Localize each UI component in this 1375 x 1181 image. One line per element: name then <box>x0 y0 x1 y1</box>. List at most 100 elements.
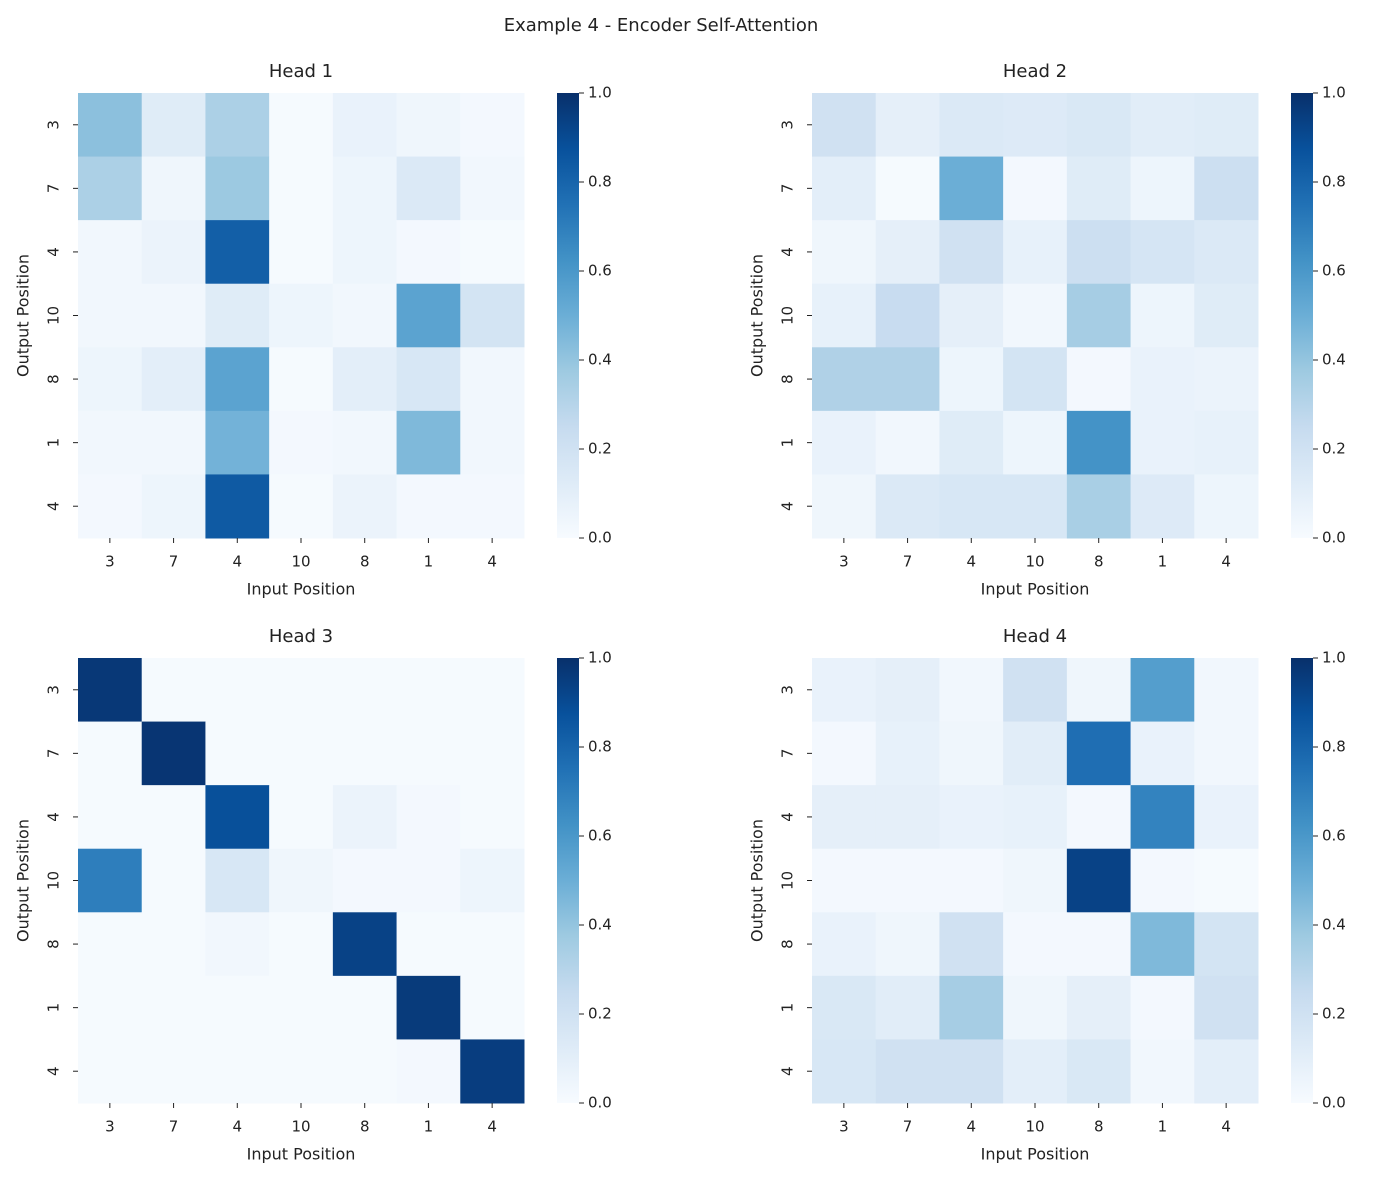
colorbar-tick-label: 0.0 <box>588 1094 612 1112</box>
y-axis-label: Output Position <box>14 819 33 942</box>
colorbar <box>557 93 579 538</box>
heatmap-cell <box>1066 975 1132 1040</box>
subplot-title: Head 2 <box>1003 61 1067 82</box>
heatmap-cell <box>460 93 525 158</box>
heatmap-cell <box>1066 848 1132 913</box>
heatmap-cell <box>332 785 398 850</box>
heatmap-cell <box>141 410 206 475</box>
y-tick-label: 1 <box>45 1003 63 1013</box>
y-tick-label: 8 <box>45 939 63 949</box>
heatmap-cell <box>1194 156 1259 221</box>
x-tick-label: 4 <box>1221 1118 1231 1136</box>
heatmap-cell <box>141 721 206 786</box>
heatmap-cell <box>1130 410 1195 475</box>
x-tick-label: 8 <box>360 553 370 571</box>
heatmap-cell <box>332 1039 398 1104</box>
heatmap-cell <box>875 156 940 221</box>
subplot-title: Head 1 <box>269 61 333 82</box>
heatmap-cell <box>78 283 143 348</box>
subplot-title: Head 3 <box>269 626 333 647</box>
heatmap-cell <box>1194 93 1259 158</box>
y-axis-label: Output Position <box>748 819 767 942</box>
x-tick-label: 3 <box>839 553 849 571</box>
heatmap-cell <box>78 848 143 913</box>
heatmap-cell <box>1066 474 1132 539</box>
x-tick-label: 4 <box>233 553 243 571</box>
heatmap-cell <box>812 785 877 850</box>
heatmap-cell <box>1003 785 1068 850</box>
heatmap-cell <box>875 1039 940 1104</box>
heatmap-cell <box>812 1039 877 1104</box>
heatmap-cell <box>269 347 334 412</box>
heatmap-cell <box>1194 721 1259 786</box>
heatmap-cell <box>396 410 461 475</box>
heatmap-cell <box>1003 156 1068 221</box>
y-tick-label: 7 <box>45 184 63 194</box>
y-tick-label: 10 <box>45 306 63 325</box>
heatmap-cell <box>332 220 398 285</box>
heatmap-cell <box>875 785 940 850</box>
heatmap-cell <box>78 474 143 539</box>
x-axis-label: Input Position <box>981 1145 1090 1164</box>
heatmap-cell <box>1130 220 1195 285</box>
heatmap-cell <box>1130 347 1195 412</box>
heatmap-cell <box>939 658 1004 723</box>
heatmap-cell <box>812 156 877 221</box>
heatmap-cell <box>939 93 1004 158</box>
x-tick-label: 4 <box>233 1118 243 1136</box>
x-tick-label: 7 <box>903 1118 913 1136</box>
heatmap-cell <box>1066 658 1132 723</box>
y-tick-label: 3 <box>779 685 797 695</box>
heatmap-cell <box>1003 347 1068 412</box>
y-tick-label: 10 <box>45 871 63 890</box>
x-tick-label: 7 <box>903 553 913 571</box>
heatmap-cell <box>939 220 1004 285</box>
x-tick-label: 8 <box>1094 1118 1104 1136</box>
heatmap-cell <box>812 721 877 786</box>
heatmap-cell <box>1130 785 1195 850</box>
x-tick-label: 8 <box>360 1118 370 1136</box>
heatmap-cell <box>269 848 334 913</box>
heatmap-cell <box>460 283 525 348</box>
heatmap-cell <box>141 848 206 913</box>
heatmap-cell <box>332 156 398 221</box>
heatmap-cell <box>875 220 940 285</box>
y-axis-label: Output Position <box>748 254 767 377</box>
heatmap-cell <box>141 975 206 1040</box>
x-tick-label: 8 <box>1094 553 1104 571</box>
heatmap-cell <box>939 848 1004 913</box>
x-tick-label: 1 <box>424 553 434 571</box>
heatmap-cell <box>875 347 940 412</box>
colorbar-tick-label: 1.0 <box>1322 84 1346 102</box>
heatmap-cell <box>396 721 461 786</box>
heatmap-cell <box>1066 721 1132 786</box>
heatmap-cell <box>939 1039 1004 1104</box>
heatmap-cell <box>332 912 398 977</box>
heatmap-cell <box>396 912 461 977</box>
heatmap-cell <box>939 347 1004 412</box>
colorbar-tick-label: 0.4 <box>588 916 612 934</box>
heatmap-cell <box>875 474 940 539</box>
x-tick-label: 10 <box>1025 1118 1044 1136</box>
colorbar-tick-label: 0.4 <box>1322 351 1346 369</box>
heatmap-cell <box>1194 848 1259 913</box>
heatmap-cell <box>460 220 525 285</box>
heatmap-cell <box>1003 283 1068 348</box>
heatmap-cell <box>1066 283 1132 348</box>
heatmap-cell <box>141 220 206 285</box>
heatmap-cell <box>332 848 398 913</box>
x-tick-label: 7 <box>169 553 179 571</box>
colorbar-tick-label: 0.0 <box>588 529 612 547</box>
heatmap-cell <box>875 721 940 786</box>
heatmap-cell <box>78 912 143 977</box>
colorbar-tick-label: 1.0 <box>588 84 612 102</box>
heatmap-cell <box>396 848 461 913</box>
x-axis-label: Input Position <box>247 1145 356 1164</box>
y-tick-label: 10 <box>779 871 797 890</box>
heatmap-cell <box>1066 347 1132 412</box>
heatmap-cell <box>332 347 398 412</box>
heatmap-cell <box>78 220 143 285</box>
heatmap-cell <box>205 474 270 539</box>
heatmap-cell <box>141 785 206 850</box>
heatmap-cell <box>812 93 877 158</box>
